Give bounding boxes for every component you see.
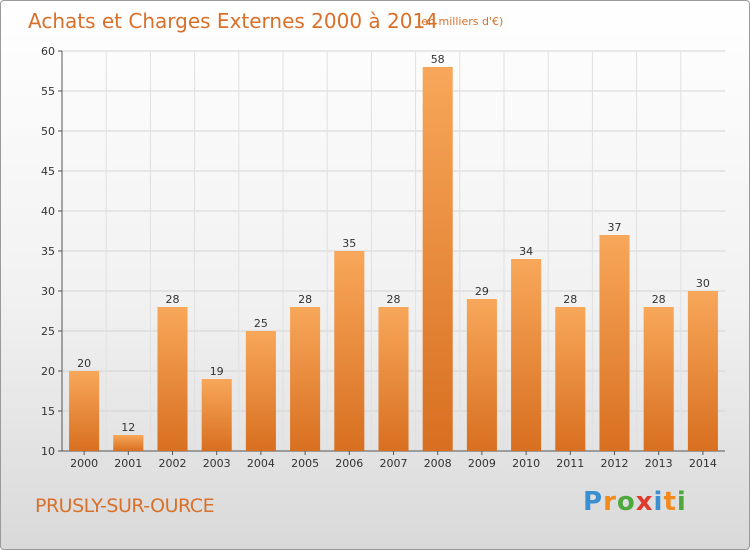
bar-value-label: 20 [77,357,91,370]
x-tick-label: 2003 [203,457,231,470]
y-tick-label: 55 [41,85,55,98]
x-tick-label: 2001 [114,457,142,470]
logo-letter: t [663,487,677,517]
bar [599,235,630,451]
bar [511,259,542,451]
x-tick-label: 2005 [291,457,319,470]
labels: 10 15 20 25 30 35 40 45 50 55 60 2000 20 2001 12 2002 28… [41,45,717,470]
y-tick-label: 15 [41,405,55,418]
bar [69,371,100,451]
y-tick-label: 45 [41,165,55,178]
x-tick-label: 2004 [247,457,275,470]
x-tick-label: 2006 [335,457,363,470]
logo-letter: r [603,487,617,517]
x-tick-label: 2007 [380,457,408,470]
bar [201,379,232,451]
x-tick-label: 2002 [159,457,187,470]
bars [69,67,718,451]
bar-value-label: 29 [475,285,489,298]
bar [378,307,409,451]
bar-value-label: 28 [563,293,577,306]
x-tick-label: 2013 [645,457,673,470]
bar-value-label: 28 [652,293,666,306]
y-tick-label: 60 [41,45,55,58]
y-tick-label: 40 [41,205,55,218]
bar [555,307,586,451]
logo-letter: i [653,487,664,517]
bar [643,307,674,451]
bar [157,307,188,451]
bar [113,435,144,451]
x-tick-label: 2014 [689,457,717,470]
bar-value-label: 30 [696,277,710,290]
bar-value-label: 19 [210,365,224,378]
bar [290,307,321,451]
x-tick-label: 2008 [424,457,452,470]
logo-letter: i [676,487,687,517]
chart-title: Achats et Charges Externes 2000 à 2014 [28,9,438,33]
logo-letter: o [616,487,636,517]
bar [687,291,718,451]
y-tick-label: 25 [41,325,55,338]
bar [245,331,276,451]
chart-subtitle: (en milliers d'€) [417,15,504,28]
y-tick-label: 20 [41,365,55,378]
bar-value-label: 35 [342,237,356,250]
proxiti-logo: Proxiti [583,487,687,517]
logo-letter: x [635,487,654,517]
commune-name: PRUSLY-SUR-OURCE [35,495,215,517]
bar [422,67,453,451]
x-tick-label: 2009 [468,457,496,470]
bar-value-label: 25 [254,317,268,330]
bar-value-label: 12 [121,421,135,434]
bar [466,299,497,451]
y-tick-label: 35 [41,245,55,258]
y-tick-label: 30 [41,285,55,298]
bar-value-label: 34 [519,245,533,258]
bar [334,251,365,451]
bar-value-label: 58 [431,53,445,66]
bar-value-label: 28 [298,293,312,306]
logo-letter: P [583,487,604,517]
bar-value-label: 28 [387,293,401,306]
x-tick-label: 2010 [512,457,540,470]
bar-value-label: 37 [608,221,622,234]
y-tick-label: 10 [41,445,55,458]
x-tick-label: 2000 [70,457,98,470]
x-tick-label: 2012 [601,457,629,470]
bar-value-label: 28 [166,293,180,306]
y-tick-label: 50 [41,125,55,138]
x-tick-label: 2011 [556,457,584,470]
